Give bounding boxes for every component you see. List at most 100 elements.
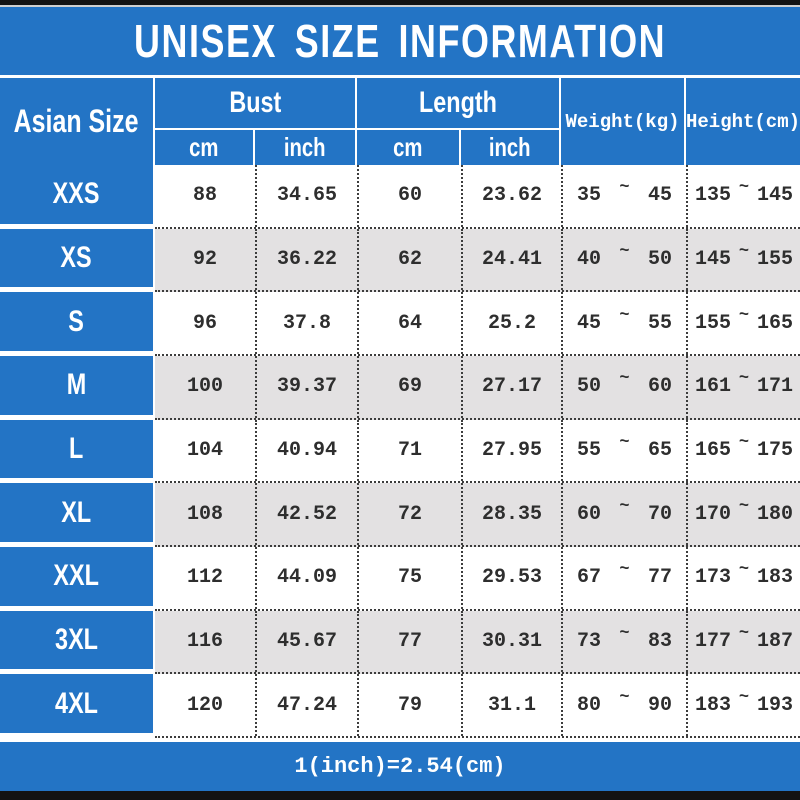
table-row: XS 92 36.22 62 24.41 40 ~ 50 145 ~ 155 xyxy=(0,228,800,293)
row-values: 88 34.65 60 23.62 35 ~ 45 135 ~ 145 xyxy=(155,165,800,229)
header-height: Height(cm) xyxy=(686,78,800,165)
length-inch-cell: 25.2 xyxy=(461,292,561,355)
row-values: 96 37.8 64 25.2 45 ~ 55 155 ~ 165 xyxy=(155,292,800,357)
weight-min-value: 60 xyxy=(577,502,602,526)
bust-cm-cell: 100 xyxy=(186,375,223,399)
row-values: 92 36.22 62 24.41 40 ~ 50 145 ~ 155 xyxy=(155,228,800,293)
size-label-cell: 4XL xyxy=(0,674,153,734)
size-label-cell: XS xyxy=(0,228,153,288)
length-cm-cell: 79 xyxy=(357,674,461,737)
length-inch-cell: 27.95 xyxy=(461,419,561,482)
weight-range-cell: 45 ~ 55 xyxy=(561,292,686,355)
tilde-separator: ~ xyxy=(738,305,750,325)
height-max-value: 183 xyxy=(756,566,793,590)
table-body: XXS 88 34.65 60 23.62 35 ~ 45 135 ~ 145 … xyxy=(0,165,800,739)
header-length-group: Length xyxy=(357,78,559,128)
bust-cm-cell: 96 xyxy=(192,311,217,335)
height-range-cell: 183 ~ 193 xyxy=(686,674,800,737)
table-row: L 104 40.94 71 27.95 55 ~ 65 165 ~ 175 xyxy=(0,419,800,484)
height-min-value: 177 xyxy=(695,630,732,654)
size-label: M xyxy=(66,368,87,402)
weight-range-cell: 35 ~ 45 xyxy=(561,165,686,227)
row-values: 104 40.94 71 27.95 55 ~ 65 165 ~ 175 xyxy=(155,419,800,484)
table-row: XXL 112 44.09 75 29.53 67 ~ 77 173 ~ 183 xyxy=(0,547,800,611)
page-title: UNISEX SIZE INFORMATION xyxy=(133,15,667,67)
tilde-separator: ~ xyxy=(738,624,750,644)
weight-min-value: 35 xyxy=(577,184,602,208)
weight-max-value: 60 xyxy=(647,375,672,399)
weight-range-cell: 55 ~ 65 xyxy=(561,419,686,482)
weight-min-value: 55 xyxy=(577,439,602,463)
tilde-separator: ~ xyxy=(619,305,630,325)
height-range-cell: 177 ~ 187 xyxy=(686,610,800,673)
height-max-value: 145 xyxy=(756,184,793,208)
bust-inch-cell: 40.94 xyxy=(255,419,357,482)
size-label-cell: XL xyxy=(0,483,153,543)
row-values: 108 42.52 72 28.35 60 ~ 70 170 ~ 180 xyxy=(155,483,800,548)
size-label-cell: L xyxy=(0,419,153,479)
weight-max-value: 70 xyxy=(647,502,672,526)
conversion-note: 1(inch)=2.54(cm) xyxy=(294,754,506,779)
weight-max-value: 65 xyxy=(647,439,672,463)
height-min-value: 183 xyxy=(695,693,732,717)
height-range-cell: 135 ~ 145 xyxy=(686,165,800,227)
table-row: XXS 88 34.65 60 23.62 35 ~ 45 135 ~ 145 xyxy=(0,165,800,229)
header-length-inch-label: inch xyxy=(489,132,531,162)
size-label-cell: 3XL xyxy=(0,610,153,670)
tilde-separator: ~ xyxy=(619,560,630,580)
header-bust-cm: cm xyxy=(155,130,253,165)
tilde-separator: ~ xyxy=(738,178,750,198)
weight-max-value: 45 xyxy=(647,184,672,208)
length-cm-cell: 69 xyxy=(357,356,461,418)
weight-max-value: 77 xyxy=(647,566,672,590)
weight-max-value: 55 xyxy=(647,311,672,335)
height-min-value: 173 xyxy=(695,566,732,590)
bust-cm-cell: 88 xyxy=(192,184,217,208)
bust-inch-cell: 42.52 xyxy=(255,483,357,546)
weight-range-cell: 60 ~ 70 xyxy=(561,483,686,546)
header-length-label: Length xyxy=(418,86,497,119)
bottom-black-bar xyxy=(0,791,800,800)
header-bust-inch: inch xyxy=(255,130,355,165)
bust-inch-cell: 37.8 xyxy=(255,292,357,355)
bust-cm-cell: 104 xyxy=(186,439,223,463)
weight-min-value: 50 xyxy=(577,375,602,399)
height-range-cell: 155 ~ 165 xyxy=(686,292,800,355)
tilde-separator: ~ xyxy=(619,687,630,707)
tilde-separator: ~ xyxy=(738,687,750,707)
size-label: XXL xyxy=(53,559,100,593)
bust-inch-cell: 39.37 xyxy=(255,356,357,418)
table-row: S 96 37.8 64 25.2 45 ~ 55 155 ~ 165 xyxy=(0,292,800,357)
header-length-cm-label: cm xyxy=(393,132,423,162)
size-label: XL xyxy=(61,495,92,529)
header-bust-cm-label: cm xyxy=(189,132,219,162)
height-range-cell: 145 ~ 155 xyxy=(686,228,800,291)
height-range-cell: 170 ~ 180 xyxy=(686,483,800,546)
height-min-value: 155 xyxy=(695,311,732,335)
height-range-cell: 165 ~ 175 xyxy=(686,419,800,482)
size-label: L xyxy=(69,432,84,466)
height-max-value: 155 xyxy=(756,248,793,271)
title-banner: UNISEX SIZE INFORMATION xyxy=(0,7,800,75)
weight-min-value: 40 xyxy=(577,248,602,271)
size-label-cell: XXS xyxy=(0,165,153,224)
size-label: XS xyxy=(60,241,93,274)
title-table-divider xyxy=(0,75,800,78)
table-header: Asian Size Bust Length Weight(kg) Height… xyxy=(0,78,800,165)
weight-range-cell: 50 ~ 60 xyxy=(561,356,686,418)
size-label-cell: S xyxy=(0,292,153,352)
height-max-value: 180 xyxy=(756,502,793,526)
weight-min-value: 80 xyxy=(577,693,602,717)
row-values: 116 45.67 77 30.31 73 ~ 83 177 ~ 187 xyxy=(155,610,800,675)
height-max-value: 187 xyxy=(756,630,793,654)
length-cm-cell: 75 xyxy=(357,547,461,609)
bust-cm-cell: 92 xyxy=(192,248,217,271)
weight-min-value: 67 xyxy=(577,566,602,590)
length-cm-cell: 62 xyxy=(357,228,461,291)
length-inch-cell: 24.41 xyxy=(461,228,561,291)
bust-cm-cell: 112 xyxy=(186,566,223,590)
header-asian-size-label: Asian Size xyxy=(14,103,139,139)
weight-max-value: 50 xyxy=(647,248,672,271)
header-bust-label: Bust xyxy=(228,86,281,119)
bust-inch-cell: 45.67 xyxy=(255,610,357,673)
